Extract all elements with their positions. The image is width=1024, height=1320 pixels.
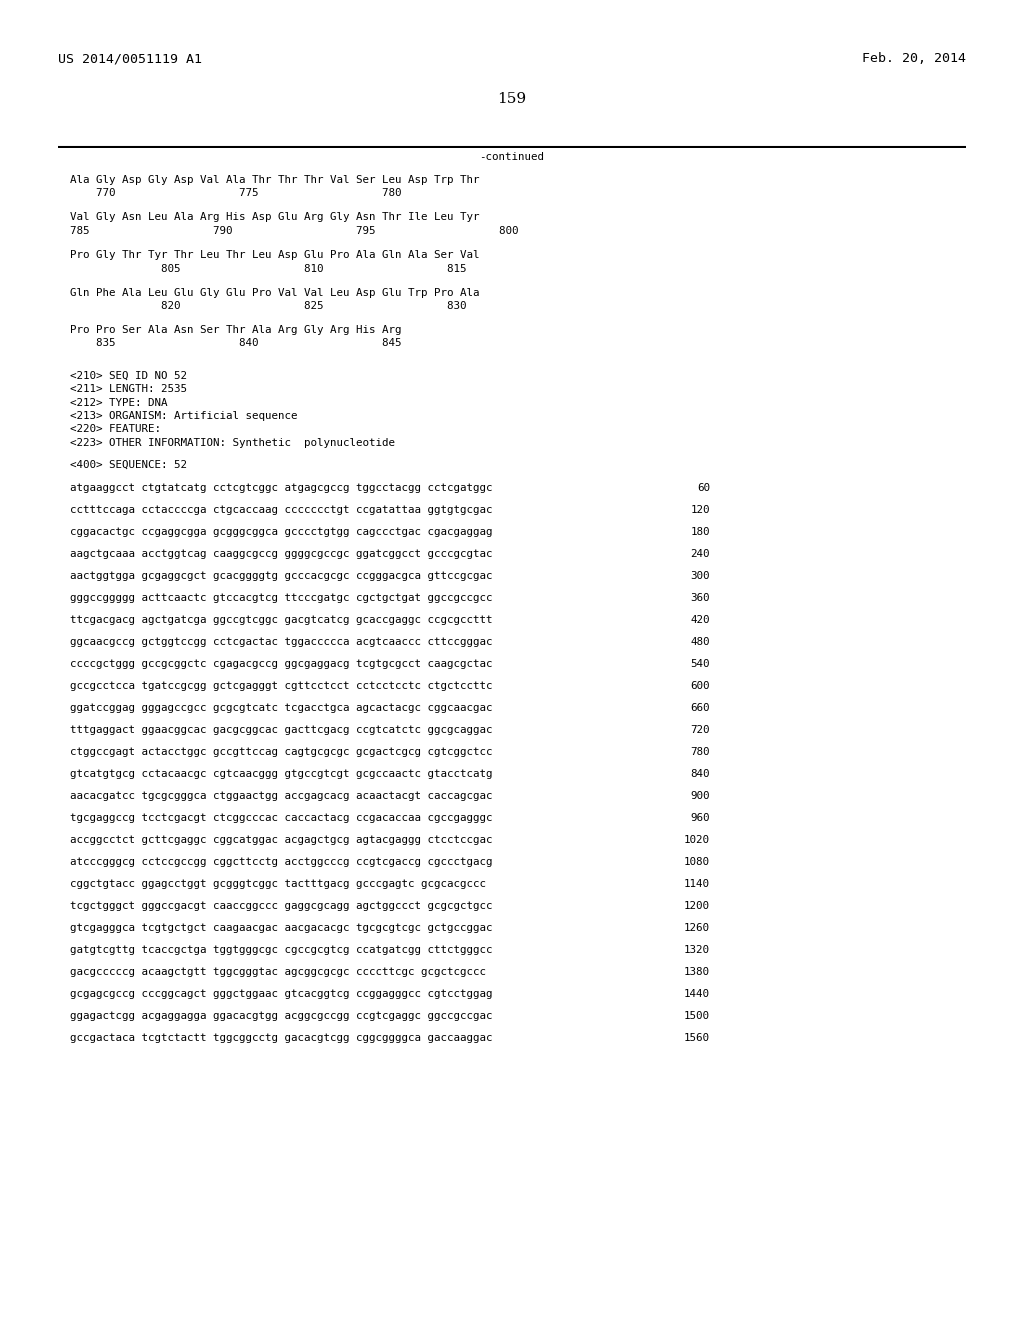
Text: 1320: 1320 [684,945,710,954]
Text: <400> SEQUENCE: 52: <400> SEQUENCE: 52 [70,459,187,470]
Text: 835                   840                   845: 835 840 845 [70,338,401,348]
Text: Val Gly Asn Leu Ala Arg His Asp Glu Arg Gly Asn Thr Ile Leu Tyr: Val Gly Asn Leu Ala Arg His Asp Glu Arg … [70,213,479,223]
Text: 1500: 1500 [684,1011,710,1020]
Text: 1260: 1260 [684,923,710,933]
Text: ggcaacgccg gctggtccgg cctcgactac tggaccccca acgtcaaccc cttccgggac: ggcaacgccg gctggtccgg cctcgactac tggaccc… [70,638,493,647]
Text: 120: 120 [690,506,710,515]
Text: gatgtcgttg tcaccgctga tggtgggcgc cgccgcgtcg ccatgatcgg cttctgggcc: gatgtcgttg tcaccgctga tggtgggcgc cgccgcg… [70,945,493,954]
Text: 60: 60 [697,483,710,492]
Text: 1200: 1200 [684,902,710,911]
Text: ccccgctggg gccgcggctc cgagacgccg ggcgaggacg tcgtgcgcct caagcgctac: ccccgctggg gccgcggctc cgagacgccg ggcgagg… [70,659,493,669]
Text: Pro Pro Ser Ala Asn Ser Thr Ala Arg Gly Arg His Arg: Pro Pro Ser Ala Asn Ser Thr Ala Arg Gly … [70,325,401,335]
Text: atgaaggcct ctgtatcatg cctcgtcggc atgagcgccg tggcctacgg cctcgatggc: atgaaggcct ctgtatcatg cctcgtcggc atgagcg… [70,483,493,492]
Text: 360: 360 [690,593,710,603]
Text: ttcgacgacg agctgatcga ggccgtcggc gacgtcatcg gcaccgaggc ccgcgccttt: ttcgacgacg agctgatcga ggccgtcggc gacgtca… [70,615,493,624]
Text: -continued: -continued [479,152,545,162]
Text: ctggccgagt actacctggc gccgttccag cagtgcgcgc gcgactcgcg cgtcggctcc: ctggccgagt actacctggc gccgttccag cagtgcg… [70,747,493,756]
Text: 960: 960 [690,813,710,822]
Text: cggacactgc ccgaggcgga gcgggcggca gcccctgtgg cagccctgac cgacgaggag: cggacactgc ccgaggcgga gcgggcggca gcccctg… [70,527,493,537]
Text: 300: 300 [690,572,710,581]
Text: ggatccggag gggagccgcc gcgcgtcatc tcgacctgca agcactacgc cggcaacgac: ggatccggag gggagccgcc gcgcgtcatc tcgacct… [70,704,493,713]
Text: gccgcctcca tgatccgcgg gctcgagggt cgttcctcct cctcctcctc ctgctccttc: gccgcctcca tgatccgcgg gctcgagggt cgttcct… [70,681,493,690]
Text: gccgactaca tcgtctactt tggcggcctg gacacgtcgg cggcggggca gaccaaggac: gccgactaca tcgtctactt tggcggcctg gacacgt… [70,1034,493,1043]
Text: 900: 900 [690,791,710,801]
Text: Gln Phe Ala Leu Glu Gly Glu Pro Val Val Leu Asp Glu Trp Pro Ala: Gln Phe Ala Leu Glu Gly Glu Pro Val Val … [70,288,479,297]
Text: tttgaggact ggaacggcac gacgcggcac gacttcgacg ccgtcatctc ggcgcaggac: tttgaggact ggaacggcac gacgcggcac gacttcg… [70,725,493,735]
Text: atcccgggcg cctccgccgg cggcttcctg acctggcccg ccgtcgaccg cgccctgacg: atcccgggcg cctccgccgg cggcttcctg acctggc… [70,857,493,867]
Text: Feb. 20, 2014: Feb. 20, 2014 [862,51,966,65]
Text: 820                   825                   830: 820 825 830 [70,301,467,312]
Text: 660: 660 [690,704,710,713]
Text: 600: 600 [690,681,710,690]
Text: 840: 840 [690,770,710,779]
Text: <213> ORGANISM: Artificial sequence: <213> ORGANISM: Artificial sequence [70,411,298,421]
Text: 1440: 1440 [684,989,710,999]
Text: tgcgaggccg tcctcgacgt ctcggcccac caccactacg ccgacaccaa cgccgagggc: tgcgaggccg tcctcgacgt ctcggcccac caccact… [70,813,493,822]
Text: aactggtgga gcgaggcgct gcacggggtg gcccacgcgc ccgggacgca gttccgcgac: aactggtgga gcgaggcgct gcacggggtg gcccacg… [70,572,493,581]
Text: 785                   790                   795                   800: 785 790 795 800 [70,226,518,236]
Text: 180: 180 [690,527,710,537]
Text: <223> OTHER INFORMATION: Synthetic  polynucleotide: <223> OTHER INFORMATION: Synthetic polyn… [70,438,395,447]
Text: Pro Gly Thr Tyr Thr Leu Thr Leu Asp Glu Pro Ala Gln Ala Ser Val: Pro Gly Thr Tyr Thr Leu Thr Leu Asp Glu … [70,249,479,260]
Text: 420: 420 [690,615,710,624]
Text: 240: 240 [690,549,710,558]
Text: gggccggggg acttcaactc gtccacgtcg ttcccgatgc cgctgctgat ggccgccgcc: gggccggggg acttcaactc gtccacgtcg ttcccga… [70,593,493,603]
Text: <220> FEATURE:: <220> FEATURE: [70,425,161,434]
Text: 1140: 1140 [684,879,710,888]
Text: US 2014/0051119 A1: US 2014/0051119 A1 [58,51,202,65]
Text: cctttccaga cctaccccga ctgcaccaag ccccccctgt ccgatattaa ggtgtgcgac: cctttccaga cctaccccga ctgcaccaag ccccccc… [70,506,493,515]
Text: 1020: 1020 [684,836,710,845]
Text: gcgagcgccg cccggcagct gggctggaac gtcacggtcg ccggagggcc cgtcctggag: gcgagcgccg cccggcagct gggctggaac gtcacgg… [70,989,493,999]
Text: gacgcccccg acaagctgtt tggcgggtac agcggcgcgc ccccttcgc gcgctcgccc: gacgcccccg acaagctgtt tggcgggtac agcggcg… [70,968,486,977]
Text: aagctgcaaa acctggtcag caaggcgccg ggggcgccgc ggatcggcct gcccgcgtac: aagctgcaaa acctggtcag caaggcgccg ggggcgc… [70,549,493,558]
Text: cggctgtacc ggagcctggt gcgggtcggc tactttgacg gcccgagtc gcgcacgccc: cggctgtacc ggagcctggt gcgggtcggc tactttg… [70,879,486,888]
Text: 1560: 1560 [684,1034,710,1043]
Text: accggcctct gcttcgaggc cggcatggac acgagctgcg agtacgaggg ctcctccgac: accggcctct gcttcgaggc cggcatggac acgagct… [70,836,493,845]
Text: 805                   810                   815: 805 810 815 [70,264,467,273]
Text: 770                   775                   780: 770 775 780 [70,189,401,198]
Text: <210> SEQ ID NO 52: <210> SEQ ID NO 52 [70,371,187,380]
Text: 540: 540 [690,659,710,669]
Text: 159: 159 [498,92,526,106]
Text: <211> LENGTH: 2535: <211> LENGTH: 2535 [70,384,187,393]
Text: 780: 780 [690,747,710,756]
Text: 720: 720 [690,725,710,735]
Text: gtcatgtgcg cctacaacgc cgtcaacggg gtgccgtcgt gcgccaactc gtacctcatg: gtcatgtgcg cctacaacgc cgtcaacggg gtgccgt… [70,770,493,779]
Text: <212> TYPE: DNA: <212> TYPE: DNA [70,397,168,408]
Text: 1080: 1080 [684,857,710,867]
Text: gtcgagggca tcgtgctgct caagaacgac aacgacacgc tgcgcgtcgc gctgccggac: gtcgagggca tcgtgctgct caagaacgac aacgaca… [70,923,493,933]
Text: ggagactcgg acgaggagga ggacacgtgg acggcgccgg ccgtcgaggc ggccgccgac: ggagactcgg acgaggagga ggacacgtgg acggcgc… [70,1011,493,1020]
Text: Ala Gly Asp Gly Asp Val Ala Thr Thr Thr Val Ser Leu Asp Trp Thr: Ala Gly Asp Gly Asp Val Ala Thr Thr Thr … [70,176,479,185]
Text: 480: 480 [690,638,710,647]
Text: tcgctgggct gggccgacgt caaccggccc gaggcgcagg agctggccct gcgcgctgcc: tcgctgggct gggccgacgt caaccggccc gaggcgc… [70,902,493,911]
Text: 1380: 1380 [684,968,710,977]
Text: aacacgatcc tgcgcgggca ctggaactgg accgagcacg acaactacgt caccagcgac: aacacgatcc tgcgcgggca ctggaactgg accgagc… [70,791,493,801]
